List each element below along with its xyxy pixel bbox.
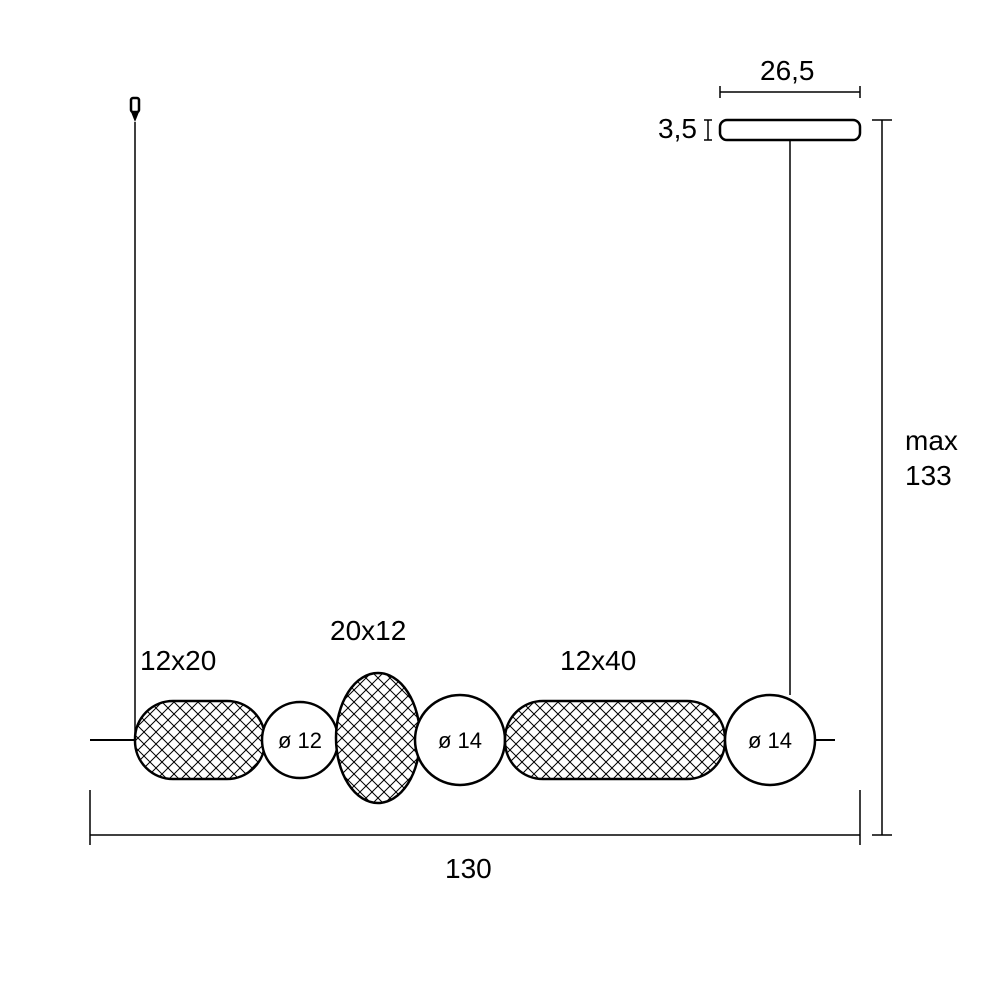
canopy (720, 120, 860, 140)
technical-drawing: 26,5 3,5 12x20 20x12 12x40 ø 12 ø 14 ø 1… (0, 0, 1000, 1000)
canopy-height-label: 3,5 (658, 113, 697, 144)
max-height-label-1: max (905, 425, 958, 456)
sphere2-dia-label: ø 14 (438, 728, 482, 753)
canopy-width-label: 26,5 (760, 55, 815, 86)
element1-label: 12x20 (140, 645, 216, 676)
left-anchor (131, 98, 139, 122)
total-width-label: 130 (445, 853, 492, 884)
max-height-label-2: 133 (905, 460, 952, 491)
sphere1-dia-label: ø 12 (278, 728, 322, 753)
pill-element-2 (505, 701, 725, 779)
pill-element-1 (135, 701, 265, 779)
element3-label: 12x40 (560, 645, 636, 676)
oval-element (336, 673, 420, 803)
sphere3-dia-label: ø 14 (748, 728, 792, 753)
element2-label: 20x12 (330, 615, 406, 646)
